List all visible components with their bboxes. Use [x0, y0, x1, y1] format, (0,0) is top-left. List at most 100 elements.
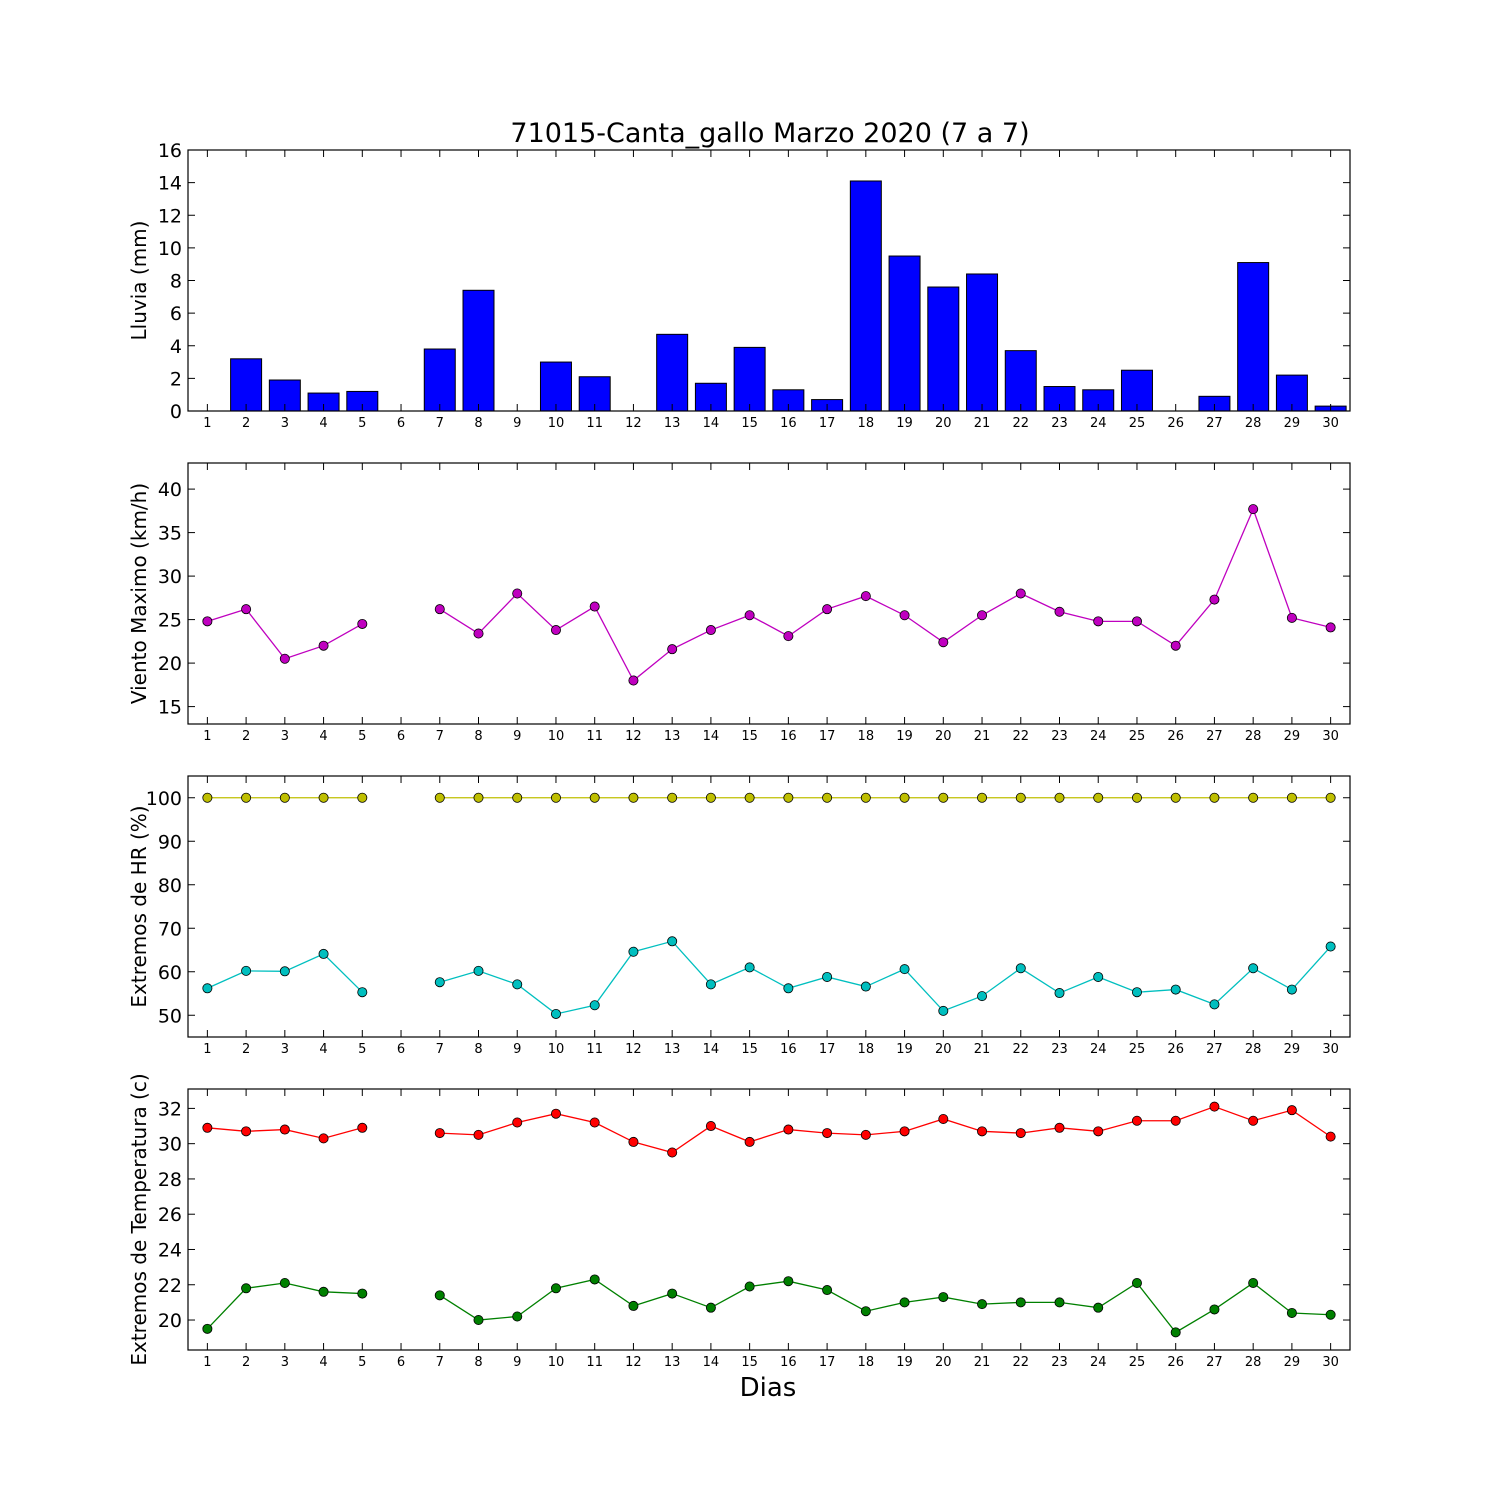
- point-viento-1-25: [1131, 616, 1142, 627]
- point-hr-2-16: [783, 983, 794, 994]
- x-tick-label-temperatura: 9: [513, 1355, 521, 1370]
- x-tick-label-temperatura: 28: [1245, 1355, 1262, 1370]
- point-viento-1-5: [357, 618, 368, 629]
- y-tick-label-hr: 60: [158, 962, 182, 984]
- x-tick-label-hr: 27: [1206, 1042, 1223, 1057]
- x-tick-label-hr: 5: [358, 1042, 366, 1057]
- x-tick-label-lluvia: 12: [625, 416, 642, 431]
- x-tick-label-viento: 9: [513, 729, 521, 744]
- point-temperatura-2-5: [357, 1288, 368, 1299]
- y-tick-label-viento: 20: [158, 653, 182, 675]
- x-tick-label-lluvia: 9: [513, 416, 521, 431]
- point-temperatura-1-9: [512, 1117, 523, 1128]
- y-tick-label-temperatura: 24: [158, 1239, 182, 1261]
- point-hr-2-3: [279, 966, 290, 977]
- x-tick-label-hr: 6: [397, 1042, 405, 1057]
- x-tick-label-viento: 15: [741, 729, 758, 744]
- point-hr-1-15: [744, 792, 755, 803]
- x-tick-label-lluvia: 26: [1167, 416, 1184, 431]
- point-viento-1-20: [938, 637, 949, 648]
- y-tick-label-hr: 50: [158, 1005, 182, 1027]
- x-tick-label-hr: 16: [780, 1042, 797, 1057]
- point-hr-2-18: [860, 981, 871, 992]
- x-tick-label-lluvia: 22: [1012, 416, 1029, 431]
- y-tick-label-lluvia: 4: [170, 336, 182, 358]
- x-tick-label-temperatura: 21: [974, 1355, 991, 1370]
- point-viento-1-17: [822, 604, 833, 615]
- point-hr-1-11: [589, 792, 600, 803]
- point-hr-2-26: [1170, 984, 1181, 995]
- x-tick-label-hr: 9: [513, 1042, 521, 1057]
- series-line-temperatura-2: [439, 1278, 1331, 1334]
- point-hr-1-23: [1054, 792, 1065, 803]
- x-tick-label-temperatura: 5: [358, 1355, 366, 1370]
- series-line-hr-2: [439, 940, 1332, 1015]
- point-hr-1-12: [628, 792, 639, 803]
- point-viento-1-4: [318, 640, 329, 651]
- point-hr-2-29: [1286, 984, 1297, 995]
- point-temperatura-2-12: [628, 1300, 639, 1311]
- point-hr-1-22: [1015, 792, 1026, 803]
- x-tick-label-temperatura: 26: [1167, 1355, 1184, 1370]
- y-tick-label-temperatura: 32: [158, 1098, 182, 1120]
- y-tick-label-temperatura: 26: [158, 1204, 182, 1226]
- y-tick-label-hr: 70: [158, 918, 182, 940]
- point-hr-1-25: [1131, 792, 1142, 803]
- point-hr-1-19: [899, 792, 910, 803]
- point-hr-2-15: [744, 962, 755, 973]
- point-hr-2-22: [1015, 963, 1026, 974]
- point-temperatura-1-25: [1131, 1115, 1142, 1126]
- point-temperatura-1-26: [1170, 1115, 1181, 1126]
- x-tick-label-viento: 17: [819, 729, 836, 744]
- x-tick-label-hr: 24: [1090, 1042, 1107, 1057]
- x-tick-label-hr: 11: [586, 1042, 603, 1057]
- x-tick-label-hr: 1: [203, 1042, 211, 1057]
- point-temperatura-1-15: [744, 1136, 755, 1147]
- y-tick-label-viento: 15: [158, 697, 182, 719]
- point-temperatura-1-11: [589, 1117, 600, 1128]
- x-tick-label-lluvia: 1: [203, 416, 211, 431]
- point-temperatura-1-18: [860, 1129, 871, 1140]
- x-tick-label-viento: 30: [1322, 729, 1339, 744]
- point-hr-2-27: [1209, 999, 1220, 1010]
- point-viento-1-7: [434, 604, 445, 615]
- point-temperatura-2-28: [1248, 1277, 1259, 1288]
- x-tick-label-viento: 10: [548, 729, 565, 744]
- x-tick-label-hr: 2: [242, 1042, 250, 1057]
- x-tick-label-hr: 29: [1284, 1042, 1301, 1057]
- x-tick-label-hr: 25: [1129, 1042, 1146, 1057]
- x-tick-label-lluvia: 28: [1245, 416, 1262, 431]
- point-hr-2-12: [628, 946, 639, 957]
- y-tick-label-lluvia: 8: [170, 271, 182, 293]
- point-viento-1-10: [550, 625, 561, 636]
- point-hr-1-13: [667, 792, 678, 803]
- point-temperatura-1-28: [1248, 1115, 1259, 1126]
- point-temperatura-2-17: [822, 1285, 833, 1296]
- point-hr-2-13: [667, 936, 678, 947]
- point-temperatura-1-22: [1015, 1128, 1026, 1139]
- bar-7: [423, 348, 456, 412]
- point-hr-2-5: [357, 987, 368, 998]
- point-temperatura-1-3: [279, 1124, 290, 1135]
- x-tick-label-hr: 19: [896, 1042, 913, 1057]
- series-line-viento-1: [439, 507, 1331, 682]
- point-hr-1-26: [1170, 792, 1181, 803]
- x-tick-label-hr: 15: [741, 1042, 758, 1057]
- x-tick-label-temperatura: 18: [858, 1355, 875, 1370]
- point-hr-2-9: [512, 979, 523, 990]
- point-hr-2-23: [1054, 988, 1065, 999]
- point-temperatura-2-9: [512, 1311, 523, 1322]
- x-tick-label-hr: 20: [935, 1042, 952, 1057]
- point-temperatura-2-30: [1325, 1309, 1336, 1320]
- x-tick-label-temperatura: 13: [664, 1355, 681, 1370]
- x-tick-label-viento: 7: [436, 729, 444, 744]
- x-tick-label-lluvia: 29: [1284, 416, 1301, 431]
- x-tick-label-viento: 28: [1245, 729, 1262, 744]
- point-viento-1-8: [473, 628, 484, 639]
- point-viento-1-14: [705, 625, 716, 636]
- point-hr-1-10: [550, 792, 561, 803]
- x-tick-label-lluvia: 18: [858, 416, 875, 431]
- x-tick-label-lluvia: 14: [703, 416, 720, 431]
